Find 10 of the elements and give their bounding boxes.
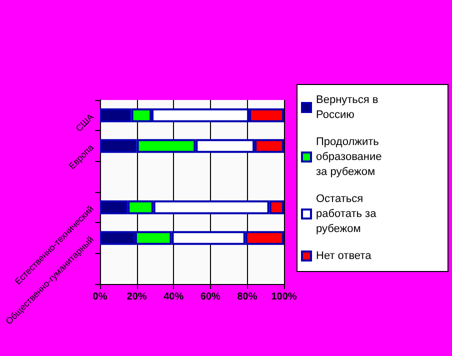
legend-label: Продолжить образование за рубежом — [316, 136, 385, 178]
x-tick-label: 80% — [237, 292, 258, 302]
x-tick-label: 100% — [271, 292, 297, 302]
x-tick-label: 40% — [164, 292, 184, 302]
x-tick-label: 60% — [200, 292, 221, 302]
legend-label: Нет ответа — [316, 250, 372, 262]
legend-label: Вернуться в Россию — [316, 94, 382, 121]
legend-label: Остаться работать за рубежом — [316, 193, 380, 235]
x-tick-label: 0% — [92, 292, 108, 302]
x-tick-label: 20% — [126, 292, 147, 302]
